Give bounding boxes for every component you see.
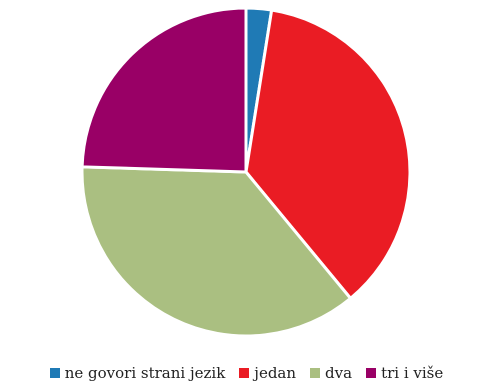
legend-swatch-2 [310, 368, 321, 378]
legend-swatch-0 [49, 368, 60, 378]
legend-swatch-1 [239, 368, 250, 378]
pie-slice-1 [244, 8, 412, 301]
legend: ne govori strani jezik jedan dva tri i v… [6, 363, 487, 383]
pie-chart [80, 6, 412, 338]
legend-item-3: tri i više [366, 364, 443, 382]
legend-label-3: tri i više [381, 364, 444, 382]
legend-swatch-3 [366, 368, 377, 378]
legend-label-2: dva [325, 364, 353, 382]
legend-item-2: dva [310, 364, 352, 382]
legend-label-0: ne govori strani jezik [64, 364, 226, 382]
legend-item-0: ne govori strani jezik [49, 364, 226, 382]
chart-area [80, 6, 412, 338]
legend-item-1: jedan [239, 364, 296, 382]
legend-label-1: jedan [254, 364, 297, 382]
pie-slice-2 [80, 165, 353, 338]
pie-slice-3 [80, 6, 248, 174]
